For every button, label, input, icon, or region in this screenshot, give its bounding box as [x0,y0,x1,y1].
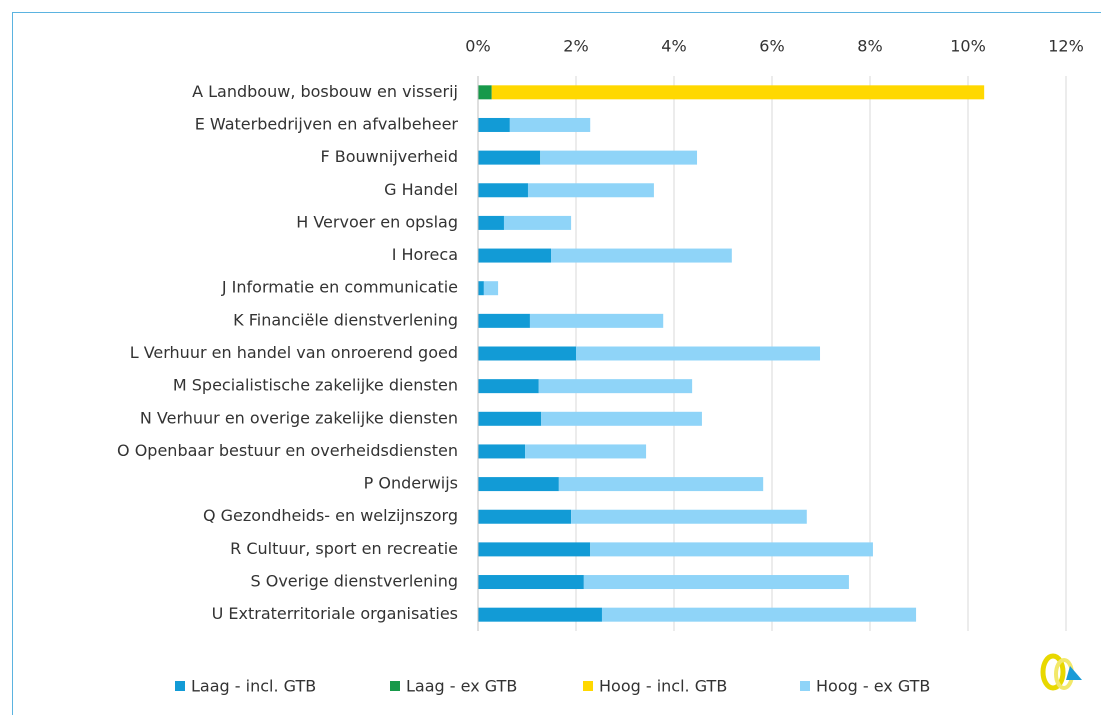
bar [527,183,654,198]
x-tick-label: 10% [950,37,986,56]
bar [541,411,702,426]
bar [491,85,985,100]
bar [478,444,526,459]
bar [478,477,559,492]
bar [538,379,693,394]
bar [525,444,647,459]
y-tick-label: J Informatie en communicatie [221,278,458,297]
bar [509,117,591,132]
bar [478,379,539,394]
y-tick-label: O Openbaar bestuur en overheidsdiensten [117,441,458,460]
y-tick-label: N Verhuur en overige zakelijke diensten [140,408,458,427]
y-tick-label: H Vervoer en opslag [296,212,458,231]
legend-swatch [175,681,185,691]
y-tick-label: F Bouwnijverheid [320,147,458,166]
legend-label: Hoog - ex GTB [816,677,930,696]
legend-swatch [390,681,400,691]
y-tick-label: E Waterbedrijven en afvalbeheer [195,114,459,133]
y-tick-label: R Cultuur, sport en recreatie [230,539,458,558]
x-tick-label: 8% [857,37,882,56]
bar [478,575,584,590]
bar [576,346,821,361]
y-tick-label: G Handel [384,180,458,199]
bar [483,281,499,296]
frame [12,12,1101,715]
legend-label: Laag - ex GTB [406,677,517,696]
bar [478,248,552,263]
bar [478,542,591,557]
y-tick-label: P Onderwijs [364,474,458,493]
bar [529,313,664,328]
y-tick-label: K Financiële dienstverlening [233,310,458,329]
bar [478,313,530,328]
x-tick-label: 4% [661,37,686,56]
y-tick-label: I Horeca [392,245,458,264]
y-tick-label: A Landbouw, bosbouw en visserij [192,82,458,101]
bar [478,117,510,132]
bar [551,248,732,263]
y-tick-label: U Extraterritoriale organisaties [212,604,458,623]
x-tick-label: 0% [465,37,490,56]
bar [601,607,917,622]
bar [503,215,572,230]
bar [478,411,542,426]
bar [478,346,576,361]
y-tick-label: M Specialistische zakelijke diensten [173,376,458,395]
x-tick-label: 2% [563,37,588,56]
bar [478,509,572,524]
logo [1040,653,1082,691]
bar [478,281,484,296]
y-tick-label: L Verhuur en handel van onroerend goed [130,343,458,362]
bar [540,150,698,165]
bar [558,477,764,492]
legend-label: Laag - incl. GTB [191,677,316,696]
bar [478,215,504,230]
bar [583,575,849,590]
bar [478,183,528,198]
bar [590,542,873,557]
x-tick-label: 12% [1048,37,1084,56]
bar [571,509,807,524]
legend-swatch [800,681,810,691]
y-tick-label: Q Gezondheids- en welzijnszorg [203,506,458,525]
legend-label: Hoog - incl. GTB [599,677,727,696]
y-tick-label: S Overige dienstverlening [250,572,458,591]
x-tick-label: 6% [759,37,784,56]
legend-swatch [583,681,593,691]
bar [478,150,541,165]
bar [478,85,492,100]
bar [478,607,602,622]
